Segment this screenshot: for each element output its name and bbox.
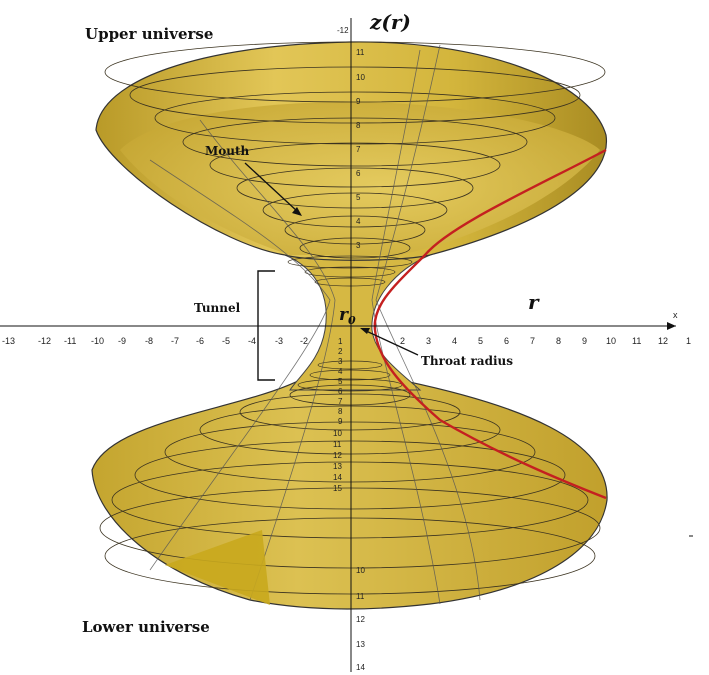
x-tick: 8 [556, 336, 561, 346]
svg-text:4: 4 [338, 367, 343, 376]
svg-text:10: 10 [333, 429, 342, 438]
z-tick-labels-top: -12 11 10 9 8 7 6 5 4 3 [337, 26, 365, 250]
x-tick: -9 [118, 336, 126, 346]
lower-universe-label: Lower universe [82, 618, 210, 636]
x-tick: -13 [2, 336, 15, 346]
r-axis-label: r [528, 290, 540, 314]
z-tick: -12 [337, 26, 349, 35]
x-tick: -5 [222, 336, 230, 346]
x-tick: -11 [64, 336, 76, 346]
z-tick: 4 [356, 217, 361, 226]
z-tick: 8 [356, 121, 361, 130]
z-axis-label: z(r) [369, 10, 411, 34]
x-tick: -2 [300, 336, 308, 346]
svg-text:13: 13 [333, 462, 342, 471]
x-tick: -12 [38, 336, 51, 346]
z-tick: 7 [356, 145, 361, 154]
x-tick: 3 [426, 336, 431, 346]
svg-text:6: 6 [338, 387, 343, 396]
mouth-label: Mouth [205, 144, 250, 158]
svg-text:3: 3 [338, 357, 343, 366]
z-tick: 5 [356, 193, 361, 202]
mouth-arrow [244, 162, 302, 216]
x-tick: 11 [632, 336, 641, 346]
x-tick: -3 [275, 336, 283, 346]
red-meridian [373, 148, 607, 500]
svg-text:14: 14 [333, 473, 342, 482]
x-tick: 1 [686, 336, 691, 346]
tunnel-label: Tunnel [194, 301, 241, 315]
x-tick: -4 [248, 336, 256, 346]
x-tick-labels: -13 -12 -11 -10 -9 -8 -7 -6 -5 -4 -3 -2 … [2, 336, 691, 346]
z-tick: 3 [356, 241, 361, 250]
svg-text:12: 12 [333, 451, 342, 460]
svg-text:8: 8 [338, 407, 343, 416]
x-tick: 12 [658, 336, 668, 346]
tunnel-rings [287, 255, 413, 392]
svg-text:10: 10 [356, 566, 365, 575]
z-tick: 9 [356, 97, 361, 106]
svg-text:1: 1 [338, 337, 343, 346]
svg-text:15: 15 [333, 484, 342, 493]
x-axis-arrow [667, 322, 676, 330]
throat-radius-label: Throat radius [421, 354, 513, 368]
z-tick: 10 [356, 73, 365, 82]
svg-text:5: 5 [338, 377, 343, 386]
x-tick: 7 [530, 336, 535, 346]
svg-text:7: 7 [338, 397, 343, 406]
z-tick: 6 [356, 169, 361, 178]
x-tick: -7 [171, 336, 179, 346]
svg-text:12: 12 [356, 615, 365, 624]
tunnel-bracket [257, 270, 275, 381]
z-tick-labels-mid: 1 2 3 4 5 6 7 8 9 10 11 12 13 14 15 [333, 337, 343, 493]
r0-label: r0 [339, 305, 356, 327]
svg-text:2: 2 [338, 347, 343, 356]
x-tick: -6 [196, 336, 204, 346]
svg-text:11: 11 [356, 592, 365, 601]
svg-text:11: 11 [333, 440, 342, 449]
upper-universe-label: Upper universe [85, 25, 213, 43]
x-tick: 6 [504, 336, 509, 346]
upper-rings [104, 41, 606, 259]
meridians [149, 44, 481, 605]
lower-universe-surface [91, 373, 608, 610]
x-tick: -10 [91, 336, 104, 346]
x-tick: 2 [400, 336, 405, 346]
z-tick: 11 [356, 48, 365, 57]
x-tick: -8 [145, 336, 153, 346]
svg-text:9: 9 [338, 417, 343, 426]
z-tick-labels-bottom: 10 11 12 13 14 [356, 566, 365, 672]
svg-text:14: 14 [356, 663, 365, 672]
lower-rings [99, 384, 601, 595]
x-tick: 4 [452, 336, 457, 346]
x-axis-name: x [673, 310, 678, 320]
throat-radius-arrow [360, 328, 419, 356]
surface-shadow [165, 530, 270, 605]
x-tick: 5 [478, 336, 483, 346]
x-tick: 9 [582, 336, 587, 346]
x-tick: 10 [606, 336, 616, 346]
svg-text:13: 13 [356, 640, 365, 649]
